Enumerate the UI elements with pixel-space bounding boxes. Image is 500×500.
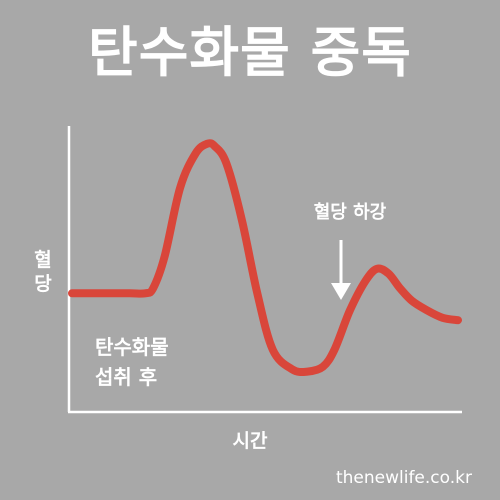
y-axis-label-char-1: 혈 <box>34 249 52 271</box>
blood-sugar-line <box>68 139 462 377</box>
y-axis-label: 혈 당 <box>28 248 58 296</box>
intake-annotation-line-2: 섭취 후 <box>95 365 158 389</box>
site-url: thenewlife.co.kr <box>335 468 472 488</box>
chart-title: 탄수화물 중독 <box>88 21 412 84</box>
sugar-drop-annotation: 혈당 하강 <box>313 202 387 223</box>
intake-annotation-line-1: 탄수화물 <box>95 335 169 359</box>
intake-annotation: 탄수화물 섭취 후 <box>95 332 235 392</box>
y-axis-label-char-2: 당 <box>34 273 52 295</box>
x-axis-label: 시간 <box>232 430 268 452</box>
drop-arrow <box>331 240 351 300</box>
